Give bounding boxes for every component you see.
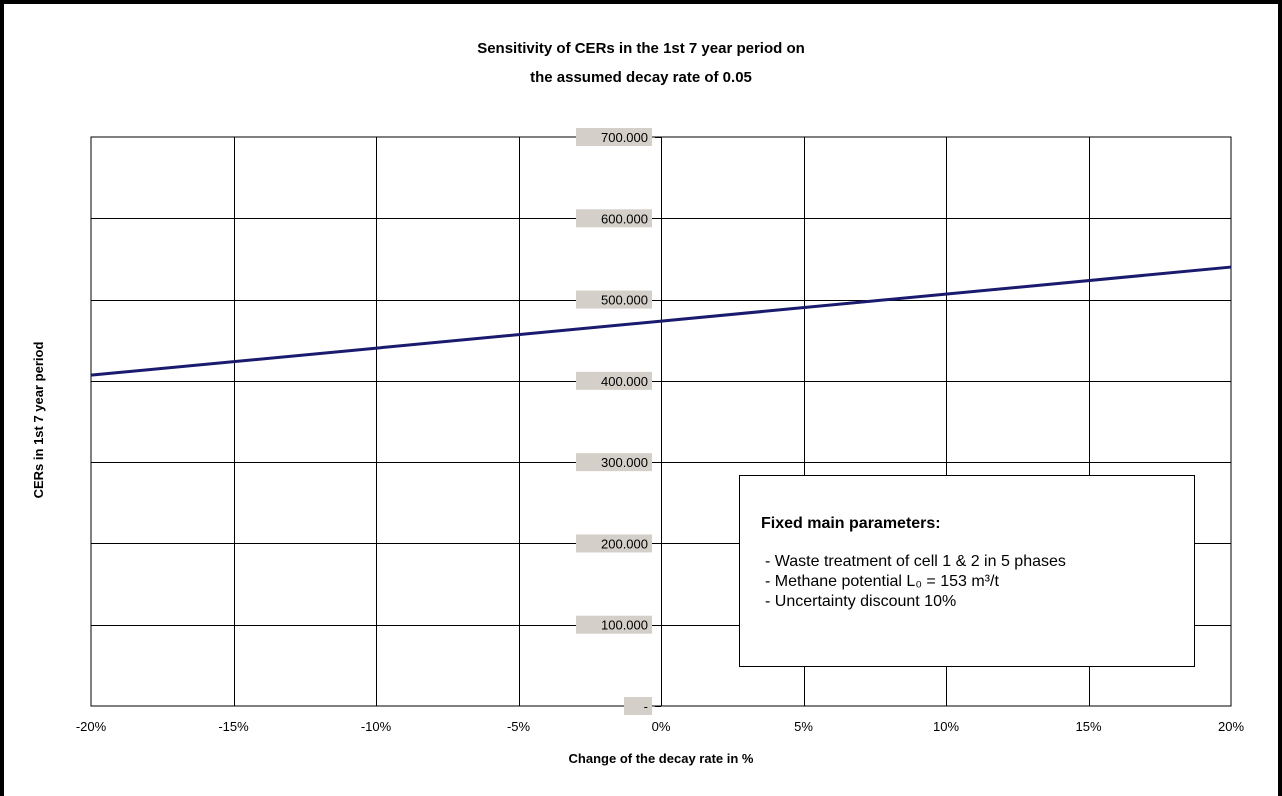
y-tick-label-bg	[576, 371, 652, 390]
y-tick-label-bg	[576, 534, 652, 553]
y-tick-label: -	[644, 699, 648, 714]
x-tick-label: 5%	[794, 719, 813, 734]
annotation-list: - Waste treatment of cell 1 & 2 in 5 pha…	[765, 552, 1066, 612]
x-tick-label: -10%	[361, 719, 392, 734]
x-tick-label: -15%	[218, 719, 249, 734]
y-axis-title: CERs in 1st 7 year period	[31, 342, 46, 499]
x-tick-label: -20%	[76, 719, 107, 734]
annotation-item: - Methane potential L₀ = 153 m³/t	[765, 573, 999, 590]
annotation-item: - Waste treatment of cell 1 & 2 in 5 pha…	[765, 553, 1066, 570]
y-tick-label: 500.000	[601, 293, 648, 308]
y-tick-label: 700.000	[601, 130, 648, 145]
series-lines	[90, 265, 1232, 377]
chart-title-line-2: the assumed decay rate of 0.05	[530, 69, 752, 86]
x-tick-label: -5%	[507, 719, 531, 734]
y-tick-label: 100.000	[601, 618, 648, 633]
y-tick-label-bg	[576, 615, 652, 634]
y-tick-label: 200.000	[601, 536, 648, 551]
series-line	[90, 265, 1232, 377]
y-tick-label-bg	[576, 128, 652, 146]
y-tick-label-bg	[576, 209, 652, 228]
x-tick-label: 10%	[933, 719, 959, 734]
y-tick-label-bg	[576, 290, 652, 309]
parameters-annotation-box: Fixed main parameters: - Waste treatment…	[739, 475, 1195, 667]
y-tick-label: 300.000	[601, 455, 648, 470]
y-tick-label: 600.000	[601, 211, 648, 226]
x-tick-label: 0%	[652, 719, 671, 734]
x-tick-label: 20%	[1218, 719, 1244, 734]
y-tick-label-bg	[624, 697, 652, 715]
x-tick-label: 15%	[1075, 719, 1101, 734]
x-axis-ticks: -20% -15% -10% -5% 0% 5% 10% 15% 20%	[76, 719, 1245, 734]
annotation-heading: Fixed main parameters:	[761, 515, 941, 532]
y-tick-label-bg	[576, 453, 652, 472]
annotation-item: - Uncertainty discount 10%	[765, 593, 957, 610]
chart-title-line-1: Sensitivity of CERs in the 1st 7 year pe…	[477, 40, 805, 57]
x-axis-title: Change of the decay rate in %	[569, 751, 754, 766]
y-axis-ticks: - 100.000 200.000 300.000 400.000 500.000 600.…	[576, 128, 652, 715]
y-tick-label: 400.000	[601, 374, 648, 389]
